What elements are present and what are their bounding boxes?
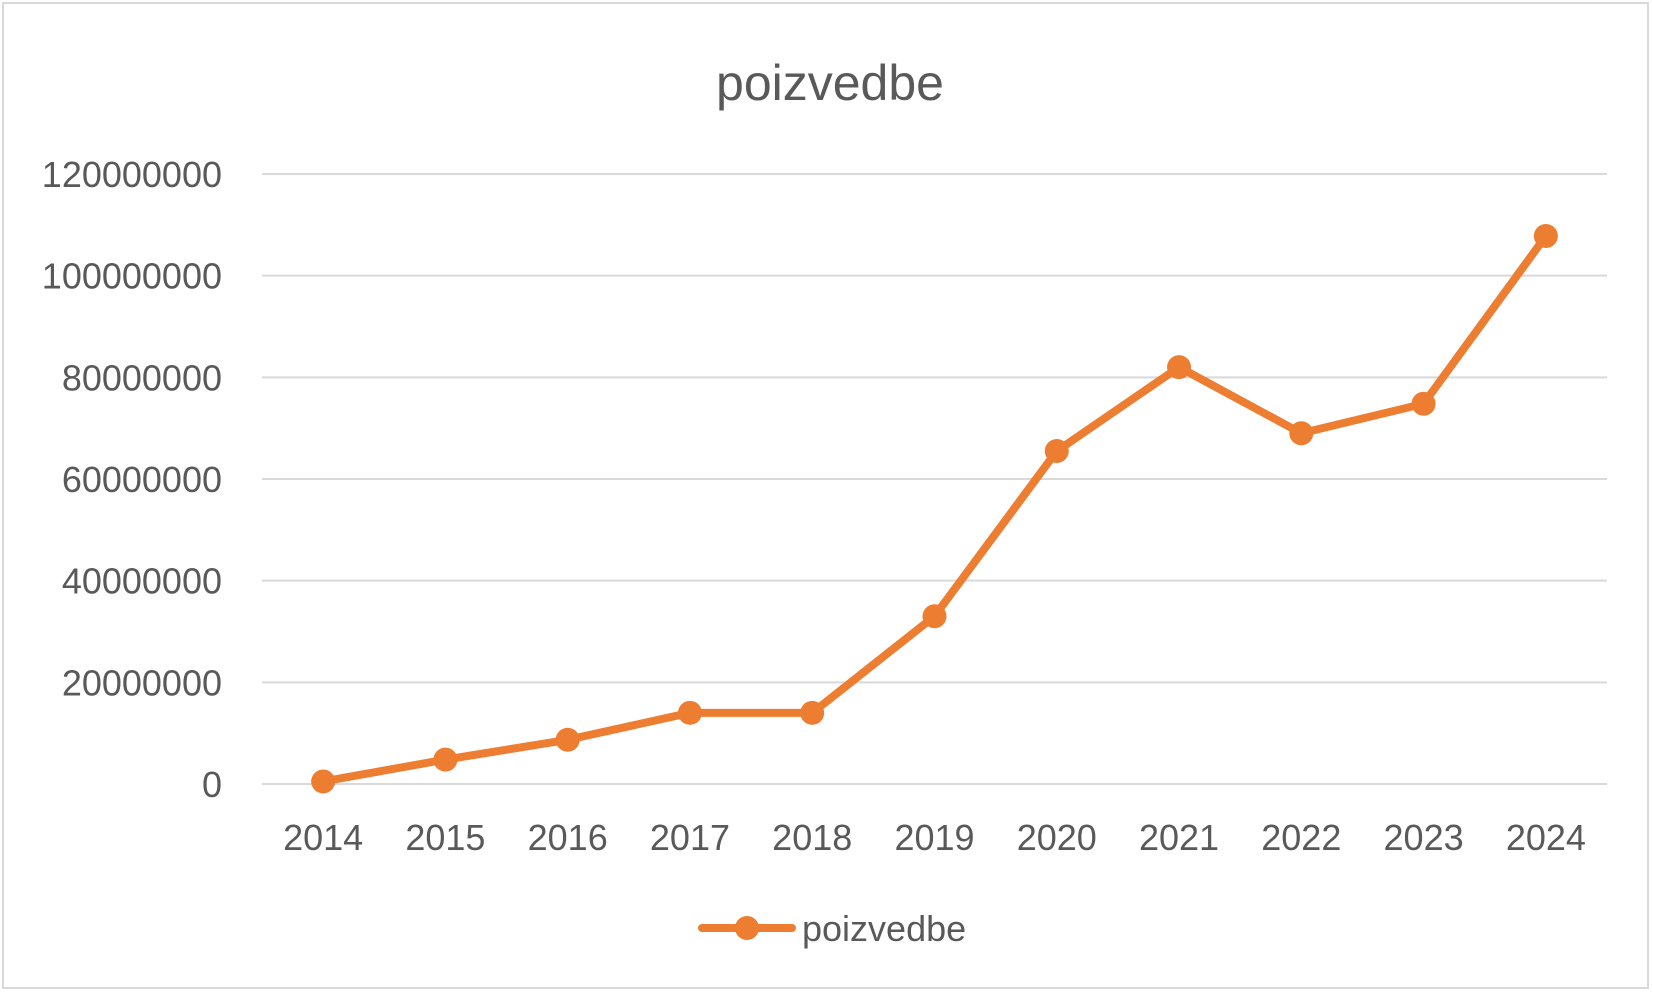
y-tick-label: 80000000	[62, 357, 222, 398]
x-tick-label: 2014	[283, 817, 363, 858]
data-point	[311, 769, 336, 794]
x-tick-label: 2016	[528, 817, 608, 858]
y-tick-label: 60000000	[62, 459, 222, 500]
data-point	[1289, 421, 1314, 446]
data-point	[1411, 391, 1436, 416]
y-tick-label: 100000000	[42, 256, 222, 297]
data-point	[555, 727, 580, 752]
series-layer	[311, 224, 1558, 794]
x-tick-label: 2020	[1017, 817, 1097, 858]
series-line	[319, 232, 1550, 786]
y-tick-label: 20000000	[62, 662, 222, 703]
y-tick-label: 40000000	[62, 561, 222, 602]
y-tick-label: 120000000	[42, 154, 222, 195]
x-tick-label: 2023	[1384, 817, 1464, 858]
y-axis-labels: 0 20000000 40000000 60000000 80000000 1000000…	[42, 154, 222, 805]
x-tick-label: 2024	[1506, 817, 1586, 858]
legend-label: poizvedbe	[802, 908, 966, 949]
gridlines	[262, 173, 1607, 785]
x-tick-label: 2017	[650, 817, 730, 858]
x-axis-labels: 2014 2015 2016 2017 2018 2019 2020 2021 2022 2023…	[283, 817, 1586, 858]
x-tick-label: 2019	[894, 817, 974, 858]
line-chart: poizvedbe 0 20000000 40000000 60000000 80000…	[42, 55, 1607, 949]
legend: poizvedbe	[698, 908, 966, 949]
legend-marker-swatch	[735, 916, 759, 940]
x-tick-label: 2021	[1139, 817, 1219, 858]
data-point	[677, 700, 702, 725]
data-point	[800, 700, 825, 725]
x-tick-label: 2015	[405, 817, 485, 858]
x-tick-label: 2018	[772, 817, 852, 858]
y-tick-label: 0	[202, 764, 222, 805]
data-point	[433, 747, 458, 772]
data-point	[922, 604, 947, 629]
chart-title: poizvedbe	[716, 55, 944, 111]
data-point	[1044, 439, 1069, 464]
data-point	[1533, 224, 1558, 249]
data-point	[1167, 355, 1192, 380]
x-tick-label: 2022	[1261, 817, 1341, 858]
